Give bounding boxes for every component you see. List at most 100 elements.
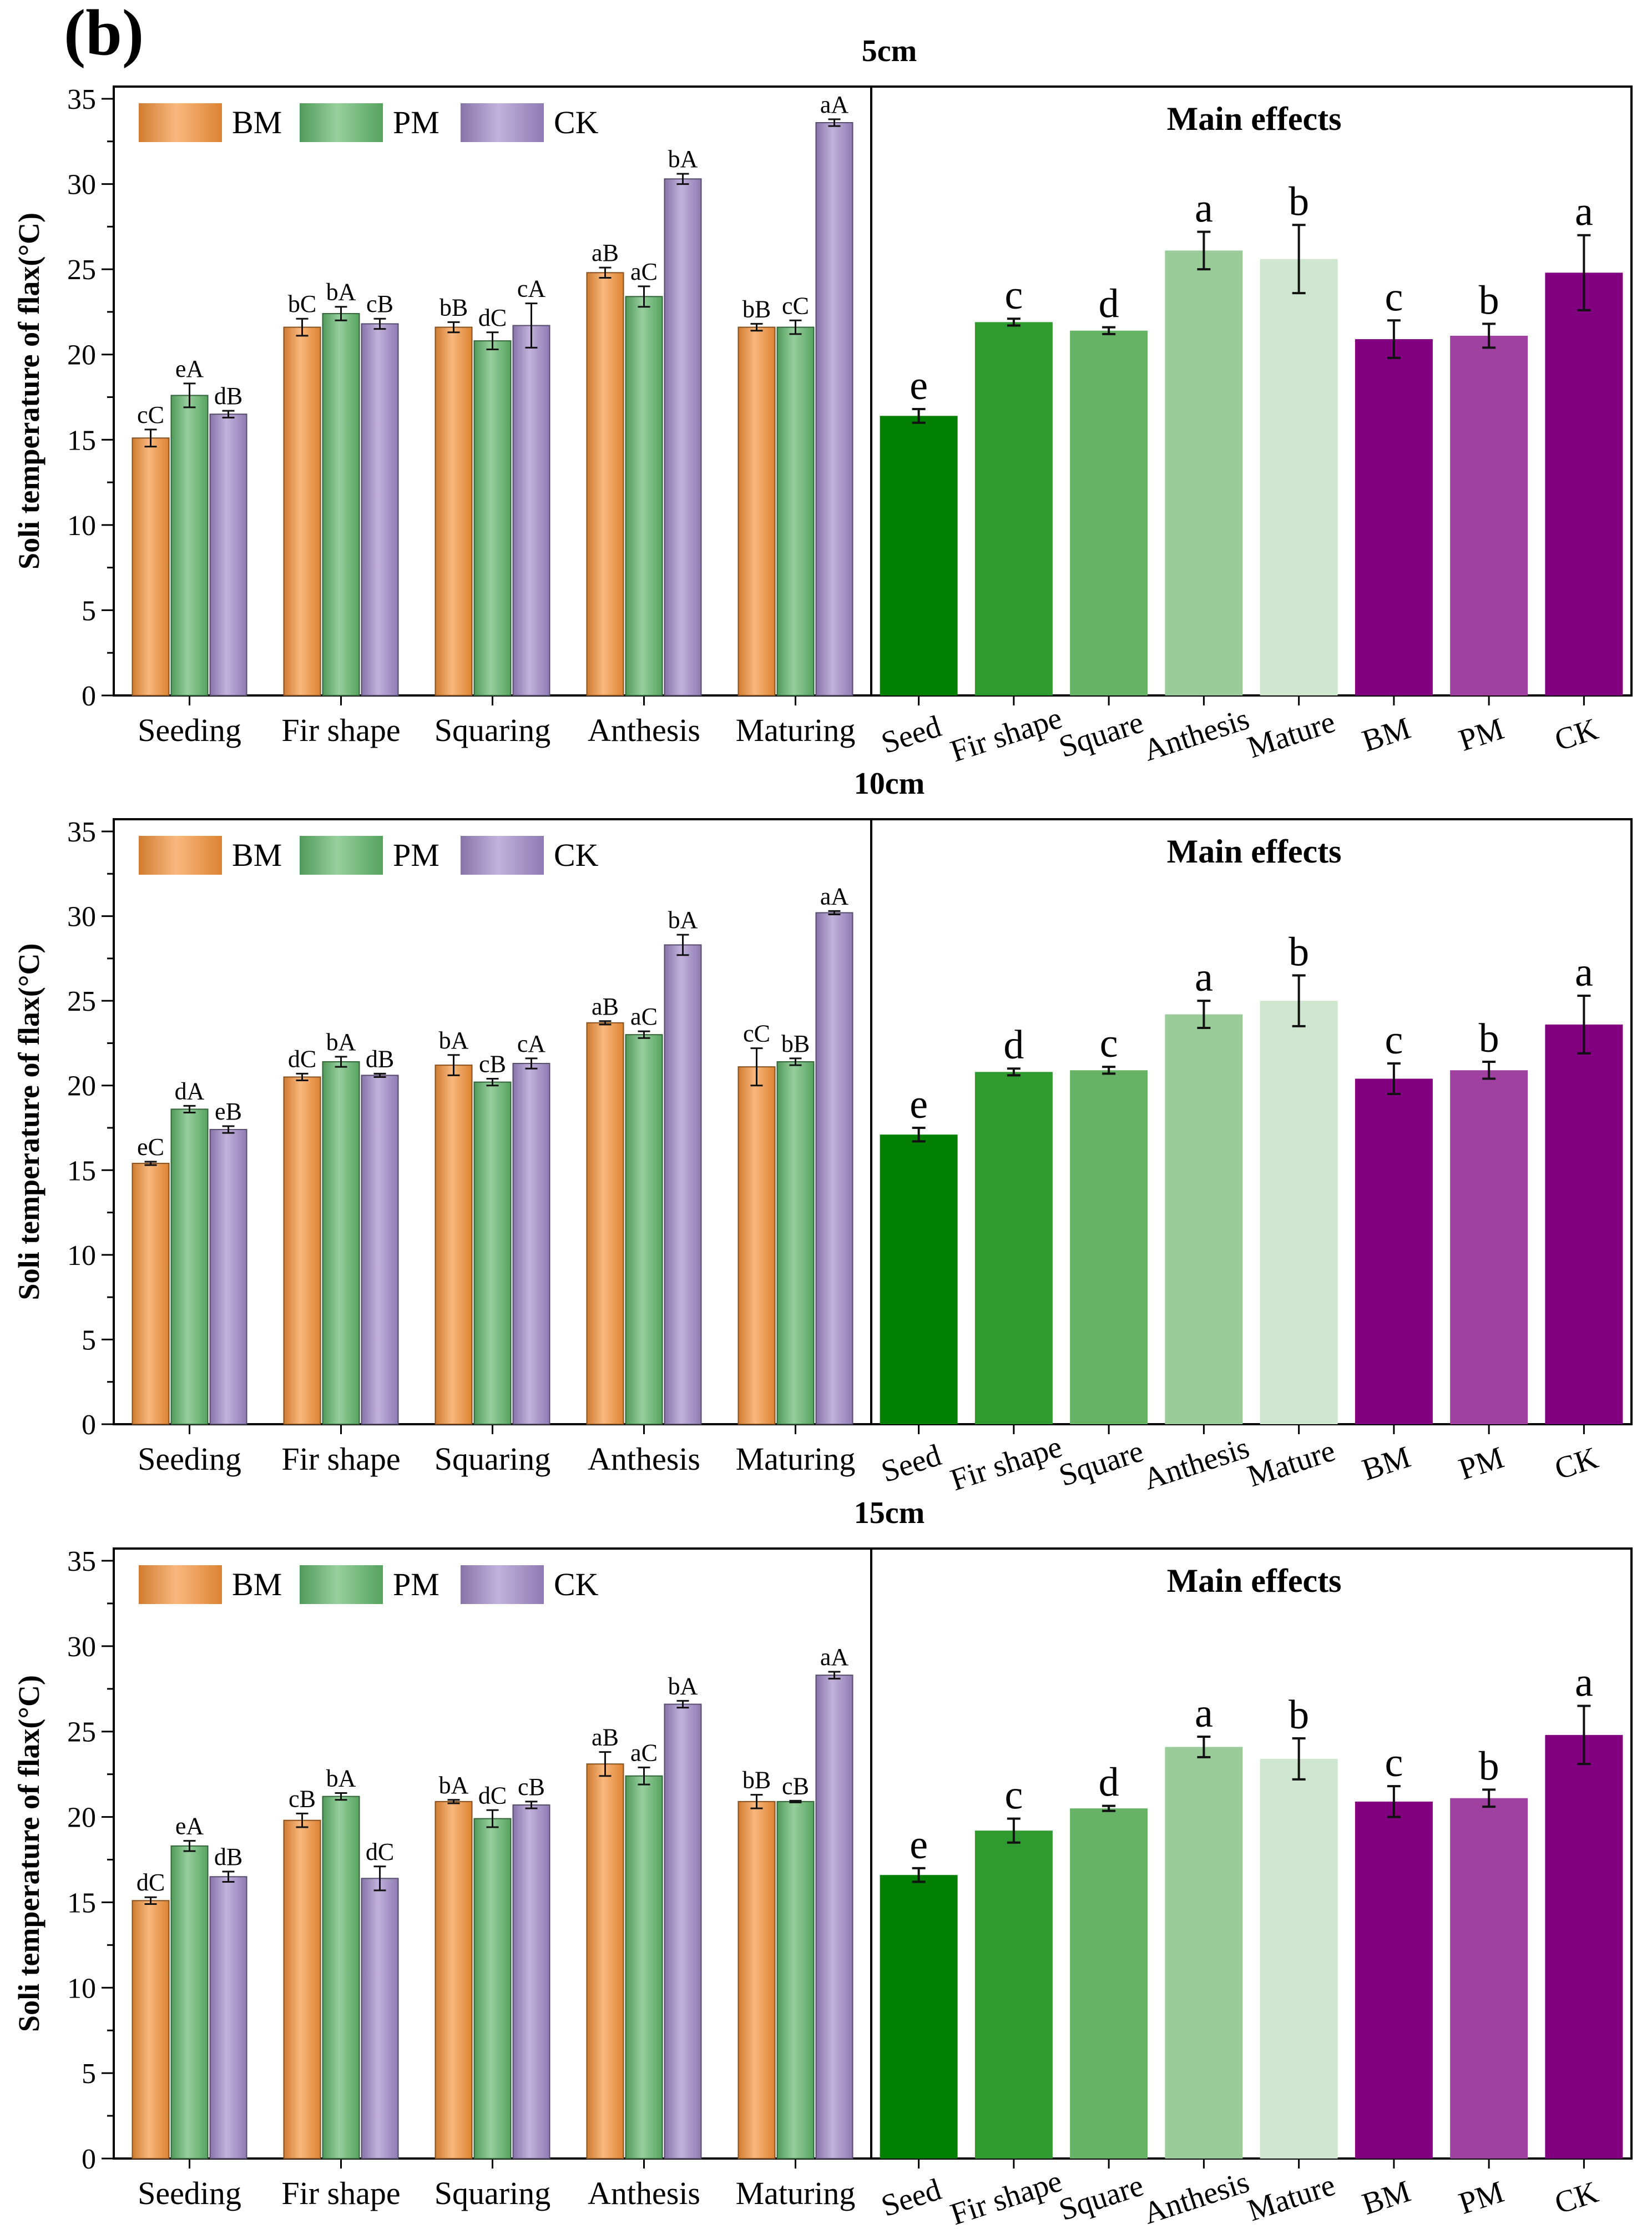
y-tick-label: 35 xyxy=(67,84,96,115)
bar-CK xyxy=(815,912,853,1425)
x-tick-label: Anthesis xyxy=(588,1441,700,1477)
data-label: aA xyxy=(820,1643,849,1671)
main-effect-bar xyxy=(1450,1070,1528,1424)
data-label: aC xyxy=(630,1003,658,1030)
bar-BM xyxy=(132,1163,170,1425)
main-effect-bar xyxy=(1070,330,1148,695)
main-effect-bar xyxy=(880,416,958,695)
data-label: dC xyxy=(366,1838,394,1865)
significance-label: e xyxy=(910,1822,928,1868)
main-effect-bar xyxy=(1355,1078,1433,1424)
main-effect-x-label: Fir shape xyxy=(946,2164,1066,2232)
bar-BM xyxy=(132,1900,170,2159)
legend-label-BM: BM xyxy=(232,837,282,873)
data-label: dC xyxy=(288,1045,316,1072)
legend-swatch-BM xyxy=(139,1565,222,1604)
main-effect-x-label: Square xyxy=(1055,705,1148,764)
chart-panel-5cm: 5cm 0 5 10 15 20 25 30 35 Soli temperature of fla… xyxy=(12,34,1633,769)
main-effect-bar xyxy=(1545,1734,1623,2159)
bar-BM xyxy=(435,1801,473,2160)
data-label: dA xyxy=(175,1077,205,1105)
significance-label: c xyxy=(1385,274,1403,320)
chart-title: 15cm xyxy=(854,1496,925,1530)
bar-BM xyxy=(435,1065,473,1425)
bar-PM xyxy=(322,1796,360,2160)
data-label: aC xyxy=(630,1739,658,1766)
data-label: dB xyxy=(214,1843,243,1870)
data-label: cC xyxy=(137,401,164,428)
data-label: aB xyxy=(592,1724,619,1751)
y-tick-label: 20 xyxy=(67,1071,96,1102)
y-tick-label: 5 xyxy=(82,595,96,627)
chart-title: 5cm xyxy=(862,34,917,68)
x-tick-label: Fir shape xyxy=(281,712,400,748)
x-tick-label: Fir shape xyxy=(281,2175,400,2211)
bar-BM xyxy=(586,272,624,696)
legend-label-CK: CK xyxy=(554,837,599,873)
bar-PM xyxy=(170,1845,209,2159)
main-effect-x-label: Anthesis xyxy=(1139,702,1254,768)
significance-label: a xyxy=(1575,1660,1593,1706)
significance-label: d xyxy=(1003,1022,1024,1068)
y-tick-label: 0 xyxy=(82,680,96,712)
main-effect-bar xyxy=(1260,259,1338,695)
bar-BM xyxy=(737,1801,776,2160)
chart-title: 10cm xyxy=(854,766,925,801)
main-effect-x-label: Square xyxy=(1055,1434,1148,1493)
main-effect-x-label: Fir shape xyxy=(946,1429,1066,1497)
bar-CK xyxy=(512,1804,550,2160)
main-effect-bar xyxy=(1070,1070,1148,1424)
x-tick-label: Anthesis xyxy=(588,712,700,748)
y-tick-label: 30 xyxy=(67,1631,96,1663)
main-effects-title: Main effects xyxy=(1167,1562,1342,1599)
main-effect-bar xyxy=(974,322,1053,695)
significance-label: c xyxy=(1385,1017,1403,1063)
main-effect-x-label: CK xyxy=(1550,2175,1602,2221)
y-tick-label: 30 xyxy=(67,901,96,933)
bar-BM xyxy=(283,326,321,696)
significance-label: c xyxy=(1004,1773,1023,1818)
main-effect-bar xyxy=(880,1875,958,2159)
x-tick-label: Fir shape xyxy=(281,1441,400,1477)
data-label: bB xyxy=(439,294,468,321)
y-tick-label: 30 xyxy=(67,169,96,201)
bar-CK xyxy=(209,1876,247,2160)
main-effect-x-label: BM xyxy=(1358,1440,1414,1487)
main-effect-x-label: Mature xyxy=(1244,2167,1340,2228)
y-tick-label: 25 xyxy=(67,986,96,1017)
y-tick-label: 5 xyxy=(82,2058,96,2090)
bar-PM xyxy=(625,296,663,696)
y-tick-label: 10 xyxy=(67,1240,96,1272)
y-tick-label: 10 xyxy=(67,510,96,542)
x-tick-label: Maturing xyxy=(736,1441,856,1477)
data-label: aB xyxy=(592,993,619,1020)
main-effect-bar xyxy=(1355,339,1433,695)
legend-label-CK: CK xyxy=(554,1566,599,1602)
significance-label: e xyxy=(910,363,928,409)
y-tick-label: 5 xyxy=(82,1324,96,1356)
significance-label: a xyxy=(1195,955,1213,1000)
main-effect-x-label: PM xyxy=(1454,2175,1508,2221)
main-effect-x-label: CK xyxy=(1550,1440,1602,1486)
data-label: eA xyxy=(175,1813,204,1840)
significance-label: b xyxy=(1289,179,1309,224)
legend-label-PM: PM xyxy=(393,1566,439,1602)
chart-panel-10cm: 10cm 0 5 10 15 20 25 30 35 Soli temperature of fl… xyxy=(12,766,1633,1497)
legend-label-PM: PM xyxy=(393,104,439,140)
legend-swatch-CK xyxy=(461,836,544,875)
bar-CK xyxy=(361,1075,399,1425)
y-tick-label: 10 xyxy=(67,1973,96,2004)
data-label: dC xyxy=(478,1782,507,1809)
y-tick-label: 0 xyxy=(82,2144,96,2175)
x-tick-label: Squaring xyxy=(435,1441,550,1477)
data-label: dB xyxy=(366,1045,394,1072)
y-tick-label: 35 xyxy=(67,1546,96,1577)
main-effect-bar xyxy=(1545,273,1623,695)
data-label: cC xyxy=(782,292,809,319)
main-effect-bar xyxy=(1450,335,1528,695)
data-label: bB xyxy=(742,295,771,322)
significance-label: b xyxy=(1479,278,1499,323)
main-effects-title: Main effects xyxy=(1167,833,1342,870)
bar-PM xyxy=(473,1818,512,2160)
